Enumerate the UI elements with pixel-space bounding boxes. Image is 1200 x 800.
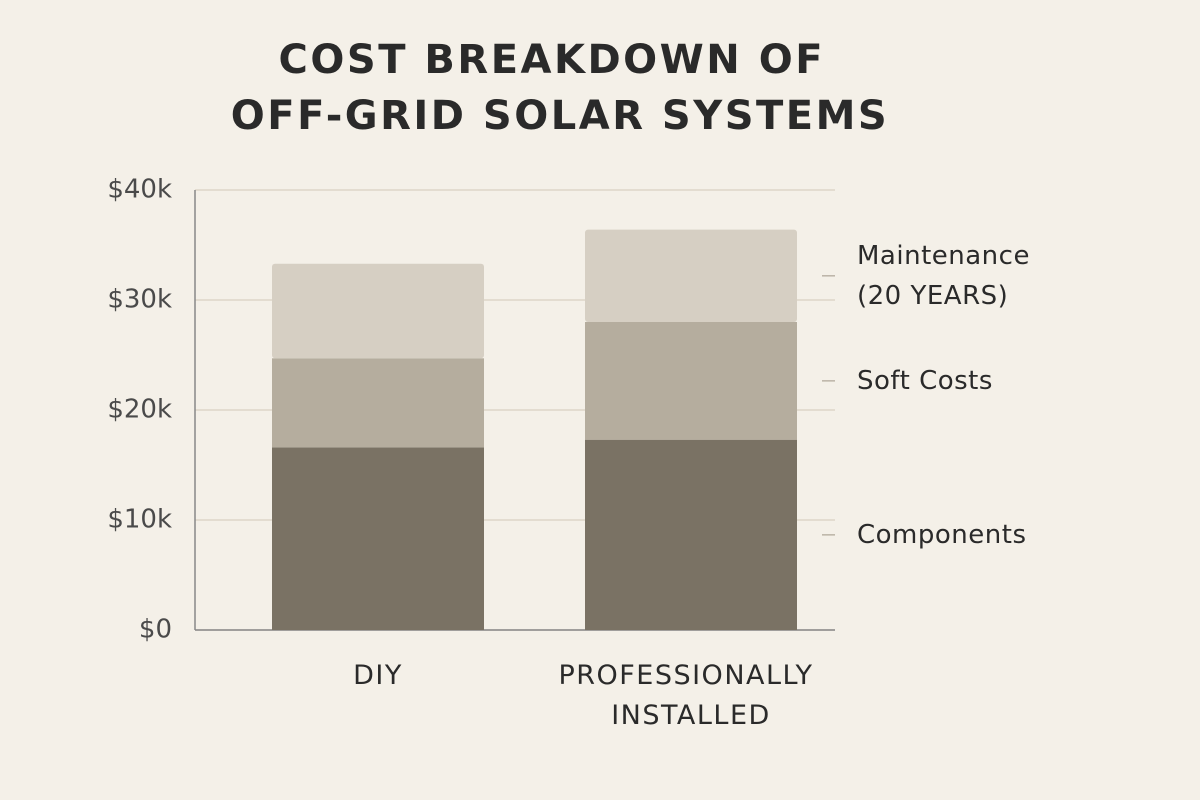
y-tick-label: $20k [107,395,172,425]
chart-title: COST BREAKDOWN OF OFF-GRID SOLAR SYSTEMS [231,37,889,139]
x-tick-label: PROFESSIONALLY INSTALLED [558,660,823,731]
bar-segment [585,229,797,322]
x-tick-label: DIY [353,660,403,691]
y-tick-label: $10k [107,505,172,535]
bar-segment [272,358,484,448]
y-tick-label: $40k [107,175,172,205]
y-tick-label: $0 [139,615,172,645]
legend-label: Components [857,519,1027,549]
bar-segment [272,263,484,359]
legend-label: Soft Costs [857,365,993,395]
legend-label: Maintenance (20 YEARS) [857,240,1039,310]
bar-segment [585,322,797,440]
bar-segment [272,447,484,630]
y-tick-label: $30k [107,285,172,315]
bar-segment [585,439,797,630]
